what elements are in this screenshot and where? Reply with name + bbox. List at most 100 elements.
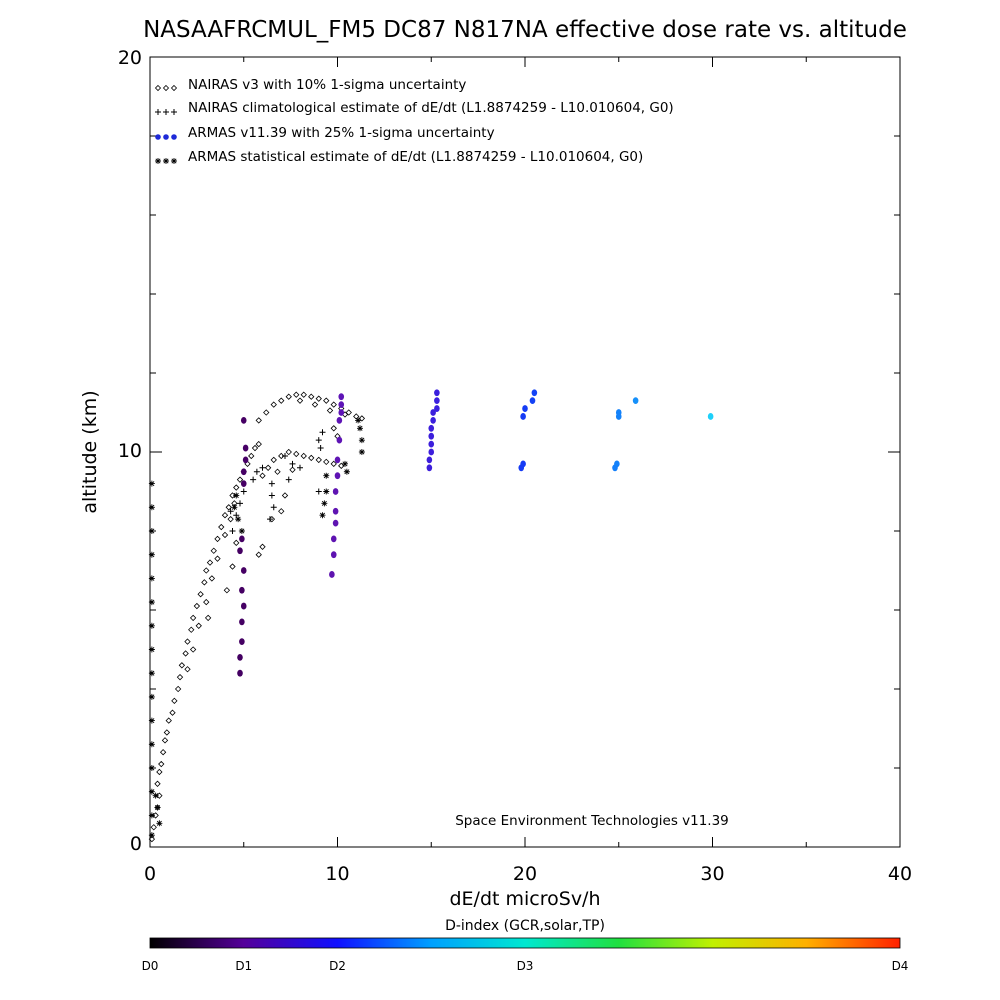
point-s0-17 [182,650,189,657]
point-s3-28 [343,468,350,475]
point-s3-6 [148,693,155,700]
point-s0-60 [315,395,322,402]
point-s2-34 [430,409,436,416]
point-s3-22 [238,528,245,534]
point-s2-1 [237,654,243,661]
point-s2-13 [240,417,247,424]
point-s0-12 [169,709,176,716]
point-s1-12 [289,460,296,467]
point-s0-66 [358,415,366,422]
point-s0-48 [223,587,231,594]
point-s3-7 [148,670,155,677]
point-s0-42 [203,598,210,606]
point-s1-15 [317,445,324,452]
point-s1-16 [315,488,322,495]
point-s0-81 [330,460,337,468]
legend-label-armas-statistical: ARMAS statistical estimate of dE/dt (L1.… [188,149,643,165]
point-s1-18 [268,480,275,487]
axis-ticks [149,56,901,848]
legend-symbol-nairas-climatological [155,109,177,115]
point-s0-84 [289,466,296,473]
point-s0-27 [214,535,221,543]
point-s0-8 [159,749,167,756]
point-s2-6 [240,567,247,574]
point-s2-4 [240,602,247,610]
point-s2-25 [338,401,345,408]
point-s2-15 [330,551,337,559]
point-s1-2 [237,500,243,507]
point-s0-58 [300,391,307,398]
point-s3-25 [323,488,330,495]
colorbar-label-1: D1 [235,959,252,973]
point-s0-31 [229,492,236,499]
point-s3-26 [323,472,330,479]
point-s0-10 [163,729,171,736]
point-s2-49 [707,413,714,420]
legend-symbol-nairas [154,84,178,92]
point-s1-6 [270,504,277,511]
point-s0-43 [208,575,216,582]
point-s0-79 [315,456,322,464]
plot-frame [149,56,901,848]
point-s3-3 [148,765,155,771]
point-s3-23 [319,512,326,519]
point-s0-13 [171,697,178,705]
x-tick-label-40: 40 [888,863,912,885]
point-s1-5 [268,492,275,499]
y-tick-label-0: 0 [130,833,142,855]
point-s2-12 [242,444,249,452]
point-s0-78 [308,454,315,462]
point-s2-20 [334,472,341,480]
point-s3-16 [154,804,161,811]
point-s2-9 [240,480,247,487]
x-tick-label-10: 10 [325,863,349,885]
point-s1-11 [282,452,288,459]
colorbar-label-3: D3 [517,959,534,973]
point-s0-25 [206,559,214,566]
point-s2-23 [336,417,343,424]
point-s0-82 [338,462,345,469]
point-s0-57 [293,391,300,398]
point-s0-2 [152,812,159,819]
point-s0-6 [156,768,163,776]
point-s2-30 [428,440,435,448]
point-s1-10 [259,464,266,471]
point-s0-54 [270,401,277,408]
point-s0-0 [148,835,156,843]
point-s0-29 [221,512,229,519]
point-s0-75 [285,448,292,456]
point-s2-41 [522,405,528,412]
point-s2-0 [237,669,243,677]
point-s0-50 [233,539,240,547]
point-s0-88 [259,543,266,550]
point-s0-55 [278,397,285,404]
point-s1-17 [319,429,326,436]
point-s0-69 [326,407,334,414]
point-s0-15 [176,673,184,681]
point-s0-46 [227,515,234,523]
point-s3-2 [148,788,155,795]
point-s2-43 [531,389,538,397]
point-s0-7 [158,760,165,768]
y-tick-label-20: 20 [118,47,142,69]
point-s2-45 [614,460,620,468]
point-s2-17 [332,519,339,527]
point-s0-1 [150,824,157,831]
legend-label-nairas: NAIRAS v3 with 10% 1-sigma uncertainty [188,77,466,93]
point-s0-37 [251,444,259,452]
legend-label-nairas-climatological: NAIRAS climatological estimate of dE/dt … [188,100,674,116]
point-s2-47 [615,409,622,416]
credit-text: Space Environment Technologies v11.39 [455,813,729,829]
point-s0-89 [255,551,262,558]
point-s0-20 [189,614,197,622]
point-s0-30 [225,504,232,511]
point-s0-49 [229,563,236,570]
point-s0-36 [248,452,255,460]
point-s2-42 [529,397,536,405]
point-s2-26 [338,393,345,401]
point-s3-0 [148,832,155,839]
point-s0-71 [259,472,266,479]
point-s0-62 [330,401,337,408]
point-s2-35 [434,405,440,412]
point-s3-27 [342,460,348,467]
